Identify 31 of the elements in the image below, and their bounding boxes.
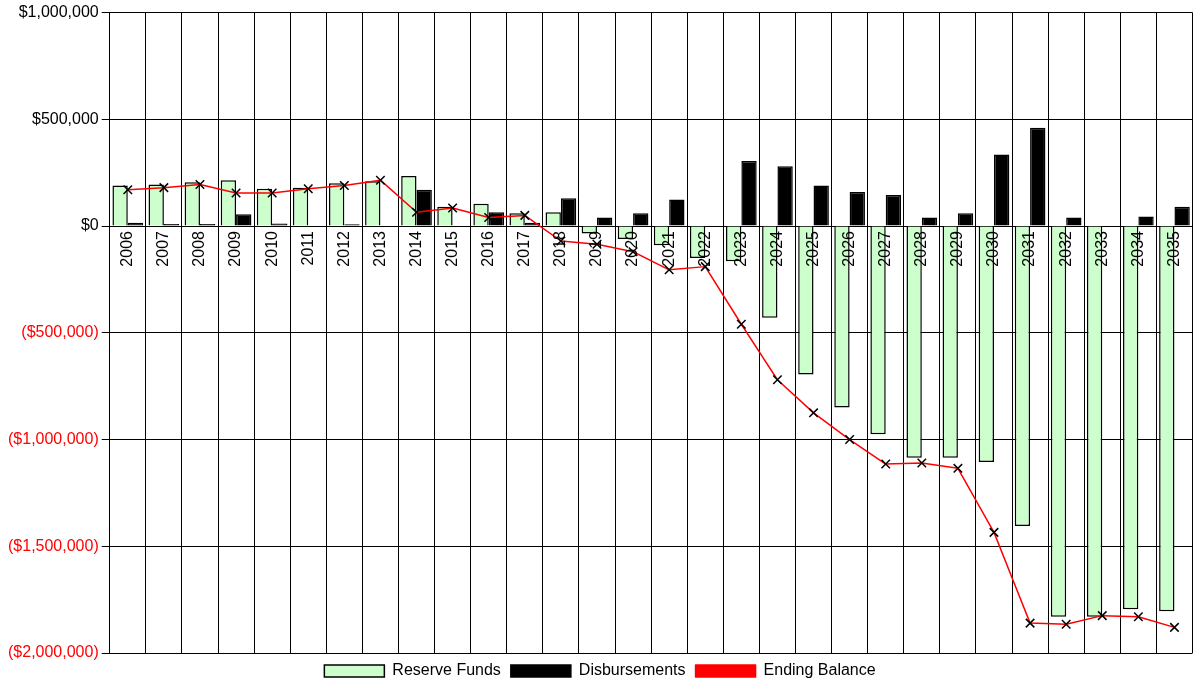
x-tick-label: 2014 — [406, 230, 424, 267]
x-tick-label: 2016 — [479, 230, 497, 267]
x-tick-label: 2026 — [840, 230, 858, 267]
y-tick-label: ($500,000) — [21, 323, 99, 341]
x-tick-label: 2011 — [298, 230, 316, 266]
x-tick-label: 2030 — [984, 230, 1002, 267]
x-tick-label: 2025 — [803, 230, 821, 267]
x-tick-label: 2027 — [876, 230, 894, 267]
x-tick-label: 2015 — [443, 230, 461, 267]
x-tick-label: 2006 — [118, 230, 136, 267]
legend-label: Disbursements — [578, 661, 686, 679]
x-tick-label: 2013 — [370, 230, 388, 267]
x-tick-label: 2012 — [334, 230, 352, 267]
x-tick-label: 2021 — [659, 230, 677, 267]
x-tick-label: 2018 — [551, 230, 569, 267]
x-tick-label: 2029 — [948, 230, 966, 267]
x-tick-label: 2017 — [515, 230, 533, 267]
x-tick-label: 2031 — [1020, 230, 1038, 267]
y-tick-label: ($1,500,000) — [8, 536, 99, 554]
x-tick-label: 2009 — [226, 230, 244, 267]
legend-label: Reserve Funds — [392, 661, 501, 679]
y-tick-label: $1,000,000 — [18, 3, 99, 21]
y-tick-label: $0 — [80, 216, 99, 234]
x-tick-label: 2007 — [154, 230, 172, 267]
y-tick-label: $500,000 — [32, 109, 99, 127]
x-tick-label: 2008 — [190, 230, 208, 267]
legend-label: Ending Balance — [763, 661, 876, 679]
x-tick-label: 2028 — [912, 230, 930, 267]
y-tick-label: ($1,000,000) — [8, 429, 99, 447]
x-tick-label: 2010 — [262, 230, 280, 267]
y-tick-label: ($2,000,000) — [8, 643, 99, 661]
